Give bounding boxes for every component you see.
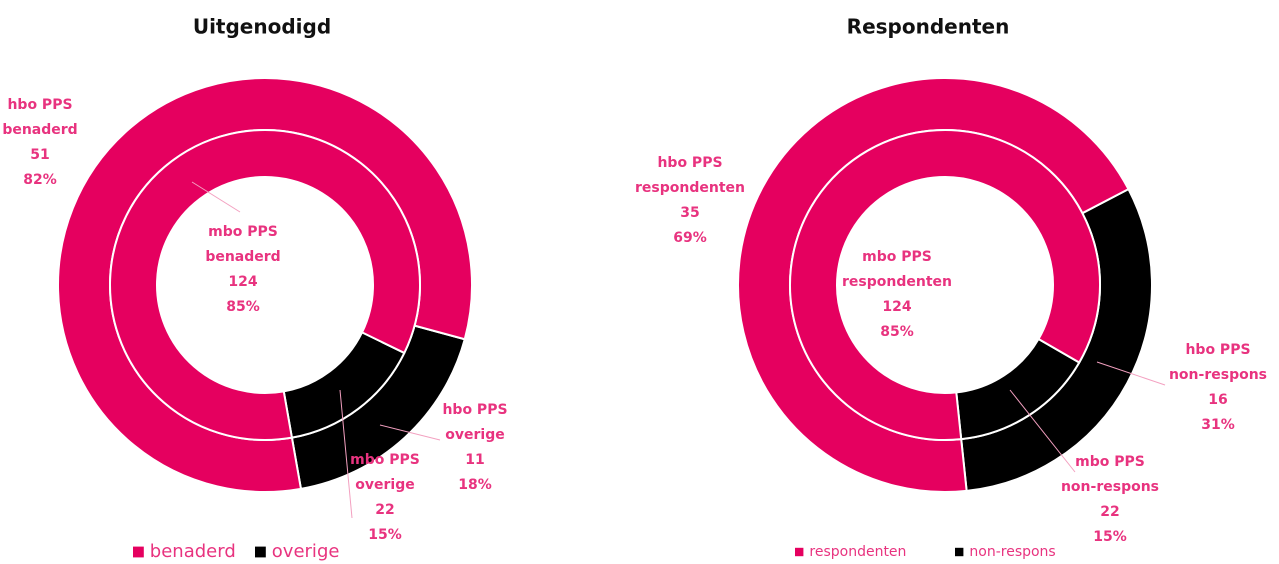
label-line: 15% [368,527,402,543]
label-line: 18% [458,477,492,493]
label-line: 31% [1201,417,1235,433]
leader [1096,361,1166,386]
label-line: mbo PPS [350,452,420,468]
legend-swatch [133,546,144,558]
legend-swatch [255,546,266,558]
label-line: 82% [23,172,57,188]
label-line: 35 [680,205,699,221]
label-line: 69% [673,230,707,246]
slice-label: mbo PPS benaderd 124 85% [205,224,280,315]
label-line: non-respons [1061,479,1159,495]
legend-label: benaderd [150,541,236,562]
legend-item: benaderd [133,541,236,562]
legend-swatch [795,547,804,557]
slice-label: mbo PPS non-respons 22 15% [1061,454,1159,545]
label-line: hbo PPS [1185,342,1250,358]
label-line: hbo PPS [442,402,507,418]
label-line: 16 [1208,392,1227,408]
leader [191,181,241,213]
chart-title: Uitgenodigd [193,15,331,39]
label-line: 85% [880,324,914,340]
leader [339,389,353,519]
label-line: 22 [375,502,394,518]
leader [1009,389,1076,473]
legend-item: respondenten [795,544,906,560]
label-line: 85% [226,299,260,315]
legend-label: overige [272,541,340,562]
label-line: 124 [228,274,257,290]
label-line: 11 [465,452,484,468]
slice-label: mbo PPS overige 22 15% [350,452,420,543]
label-line: overige [445,427,504,443]
legend-item: non-respons [955,544,1056,560]
donut-slice [109,129,421,441]
label-line: respondenten [842,274,952,290]
label-line: mbo PPS [862,249,932,265]
label-line: hbo PPS [657,155,722,171]
legend-label: respondenten [809,544,906,560]
legend-label: non-respons [969,544,1055,560]
slice-label: hbo PPS benaderd 51 82% [2,97,77,188]
slice-label: mbo PPS respondenten 124 85% [842,249,952,340]
label-line: hbo PPS [7,97,72,113]
label-line: 51 [30,147,49,163]
slice-label: hbo PPS respondenten 35 69% [635,155,745,246]
label-line: mbo PPS [1075,454,1145,470]
label-line: 22 [1100,504,1119,520]
label-line: benaderd [2,122,77,138]
slice-label: hbo PPS non-respons 16 31% [1169,342,1267,433]
label-line: overige [355,477,414,493]
legend-item: overige [255,541,339,562]
leader [379,424,441,441]
legend-swatch [955,547,964,557]
donut-slice [788,129,1101,441]
label-line: 124 [882,299,911,315]
slice-label: hbo PPS overige 11 18% [442,402,507,493]
chart-title: Respondenten [847,15,1010,39]
label-line: non-respons [1169,367,1267,383]
label-line: 15% [1093,529,1127,545]
label-line: benaderd [205,249,280,265]
label-line: mbo PPS [208,224,278,240]
label-line: respondenten [635,180,745,196]
